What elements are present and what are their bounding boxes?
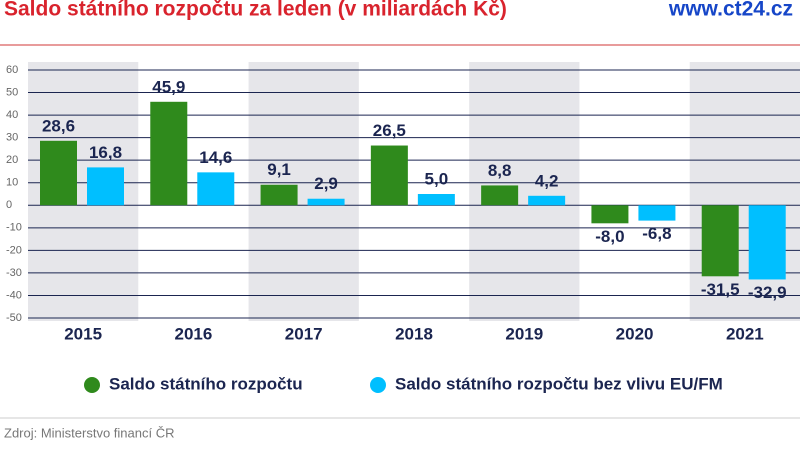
- value-label: 5,0: [425, 169, 449, 188]
- value-label: 26,5: [373, 121, 406, 140]
- value-label: 16,8: [89, 143, 122, 162]
- legend-swatch: [370, 377, 386, 393]
- x-tick-label: 2018: [395, 324, 433, 343]
- brand: www.ct24.cz: [668, 0, 793, 21]
- value-label: 45,9: [152, 77, 185, 96]
- value-label: 4,2: [535, 171, 559, 190]
- x-tick-label: 2019: [505, 324, 543, 343]
- bar: [87, 167, 124, 206]
- legend-label: Saldo státního rozpočtu bez vlivu EU/FM: [395, 374, 723, 393]
- y-tick-label: -20: [6, 244, 22, 256]
- y-tick-label: 60: [6, 64, 18, 76]
- x-tick-label: 2020: [616, 324, 654, 343]
- x-tick-label: 2015: [64, 324, 102, 343]
- value-label: -6,8: [642, 224, 671, 243]
- x-tick-label: 2016: [175, 324, 213, 343]
- y-tick-label: -10: [6, 222, 22, 234]
- y-tick-label: 0: [6, 199, 12, 211]
- value-label: -32,9: [748, 283, 787, 302]
- source: Zdroj: Ministerstvo financí ČR: [4, 425, 175, 440]
- y-tick-label: -50: [6, 312, 22, 324]
- y-tick-label: 20: [6, 154, 18, 166]
- y-tick-label: -40: [6, 289, 22, 301]
- y-tick-label: 40: [6, 109, 18, 121]
- bar: [260, 184, 298, 206]
- value-label: 9,1: [267, 160, 291, 179]
- value-label: 14,6: [199, 148, 232, 167]
- value-label: 2,9: [314, 174, 338, 193]
- legend-swatch: [84, 377, 100, 393]
- bar: [197, 172, 235, 206]
- bar: [40, 140, 77, 206]
- bar: [481, 185, 519, 206]
- y-tick-label: 50: [6, 86, 18, 98]
- bar: [307, 198, 345, 206]
- bar: [748, 205, 786, 280]
- bar: [150, 101, 188, 206]
- y-tick-label: -30: [6, 267, 22, 279]
- y-tick-label: 30: [6, 132, 18, 144]
- y-tick-label: 10: [6, 177, 18, 189]
- value-label: -31,5: [701, 280, 740, 299]
- bar: [528, 195, 566, 206]
- x-tick-label: 2021: [726, 324, 764, 343]
- value-label: 28,6: [42, 116, 75, 135]
- bar: [370, 145, 408, 206]
- value-label: -8,0: [595, 227, 624, 246]
- bar: [417, 194, 455, 206]
- bar: [638, 205, 676, 221]
- value-label: 8,8: [488, 161, 512, 180]
- chart-title: Saldo státního rozpočtu za leden (v mili…: [4, 0, 507, 21]
- bar: [591, 205, 629, 224]
- bar: [701, 205, 739, 277]
- legend-label: Saldo státního rozpočtu: [109, 374, 303, 393]
- x-tick-label: 2017: [285, 324, 323, 343]
